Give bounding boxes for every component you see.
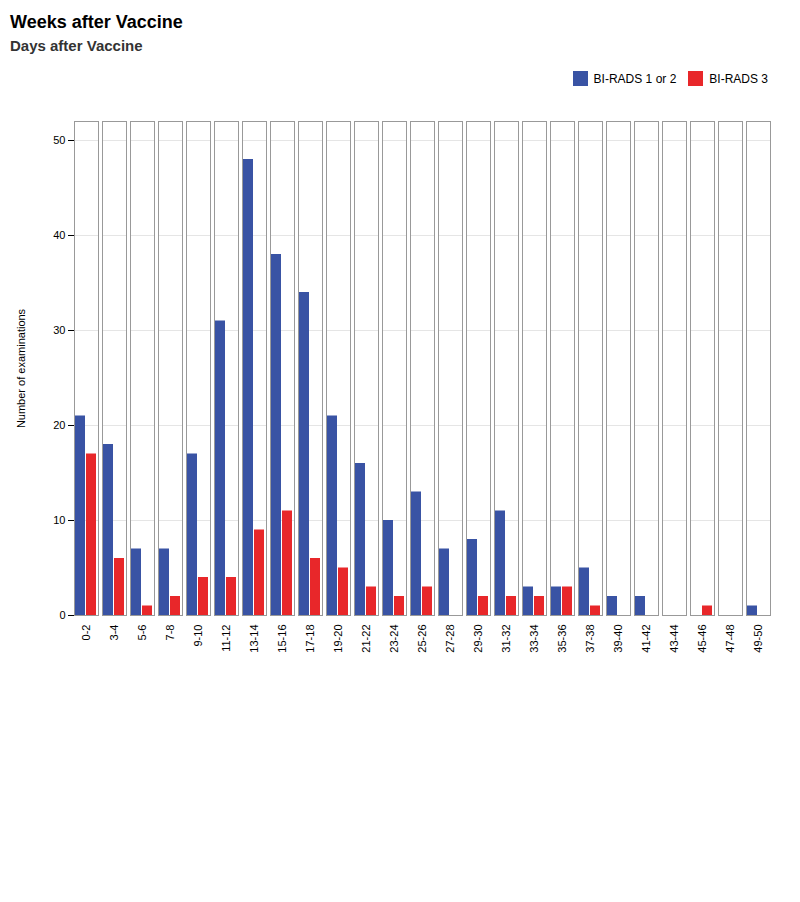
svg-text:39-40: 39-40 bbox=[612, 625, 624, 653]
svg-text:30: 30 bbox=[53, 324, 65, 336]
svg-text:0-2: 0-2 bbox=[80, 625, 92, 641]
svg-text:17-18: 17-18 bbox=[304, 625, 316, 653]
svg-text:7-8: 7-8 bbox=[164, 625, 176, 641]
svg-text:41-42: 41-42 bbox=[640, 625, 652, 653]
svg-text:45-46: 45-46 bbox=[696, 625, 708, 653]
svg-text:5-6: 5-6 bbox=[136, 625, 148, 641]
svg-text:10: 10 bbox=[53, 514, 65, 526]
svg-text:13-14: 13-14 bbox=[248, 625, 260, 653]
svg-text:27-28: 27-28 bbox=[444, 625, 456, 653]
svg-text:25-26: 25-26 bbox=[416, 625, 428, 653]
svg-text:Number of examinations: Number of examinations bbox=[15, 308, 27, 428]
html-text:BI-RADS 3: BI-RADS 3 bbox=[709, 71, 768, 86]
svg-text:49-50: 49-50 bbox=[752, 625, 764, 653]
svg-text:3-4: 3-4 bbox=[108, 625, 120, 641]
svg-text:47-48: 47-48 bbox=[724, 625, 736, 653]
svg-text:43-44: 43-44 bbox=[668, 625, 680, 653]
svg-text:33-34: 33-34 bbox=[528, 625, 540, 653]
svg-text:37-38: 37-38 bbox=[584, 625, 596, 653]
svg-text:20: 20 bbox=[53, 419, 65, 431]
html-text:Days after Vaccine: Days after Vaccine bbox=[10, 37, 143, 54]
svg-text:19-20: 19-20 bbox=[332, 625, 344, 653]
html-text:Weeks after Vaccine: Weeks after Vaccine bbox=[10, 12, 183, 32]
svg-text:35-36: 35-36 bbox=[556, 625, 568, 653]
html-text:BI-RADS 1 or 2: BI-RADS 1 or 2 bbox=[593, 71, 677, 86]
svg-text:23-24: 23-24 bbox=[388, 625, 400, 653]
svg-text:31-32: 31-32 bbox=[500, 625, 512, 653]
svg-text:40: 40 bbox=[53, 229, 65, 241]
svg-text:0: 0 bbox=[59, 609, 65, 621]
svg-text:50: 50 bbox=[53, 134, 65, 146]
svg-text:9-10: 9-10 bbox=[192, 625, 204, 647]
svg-text:21-22: 21-22 bbox=[360, 625, 372, 653]
svg-text:15-16: 15-16 bbox=[276, 625, 288, 653]
svg-text:11-12: 11-12 bbox=[220, 625, 232, 652]
svg-text:29-30: 29-30 bbox=[472, 625, 484, 653]
